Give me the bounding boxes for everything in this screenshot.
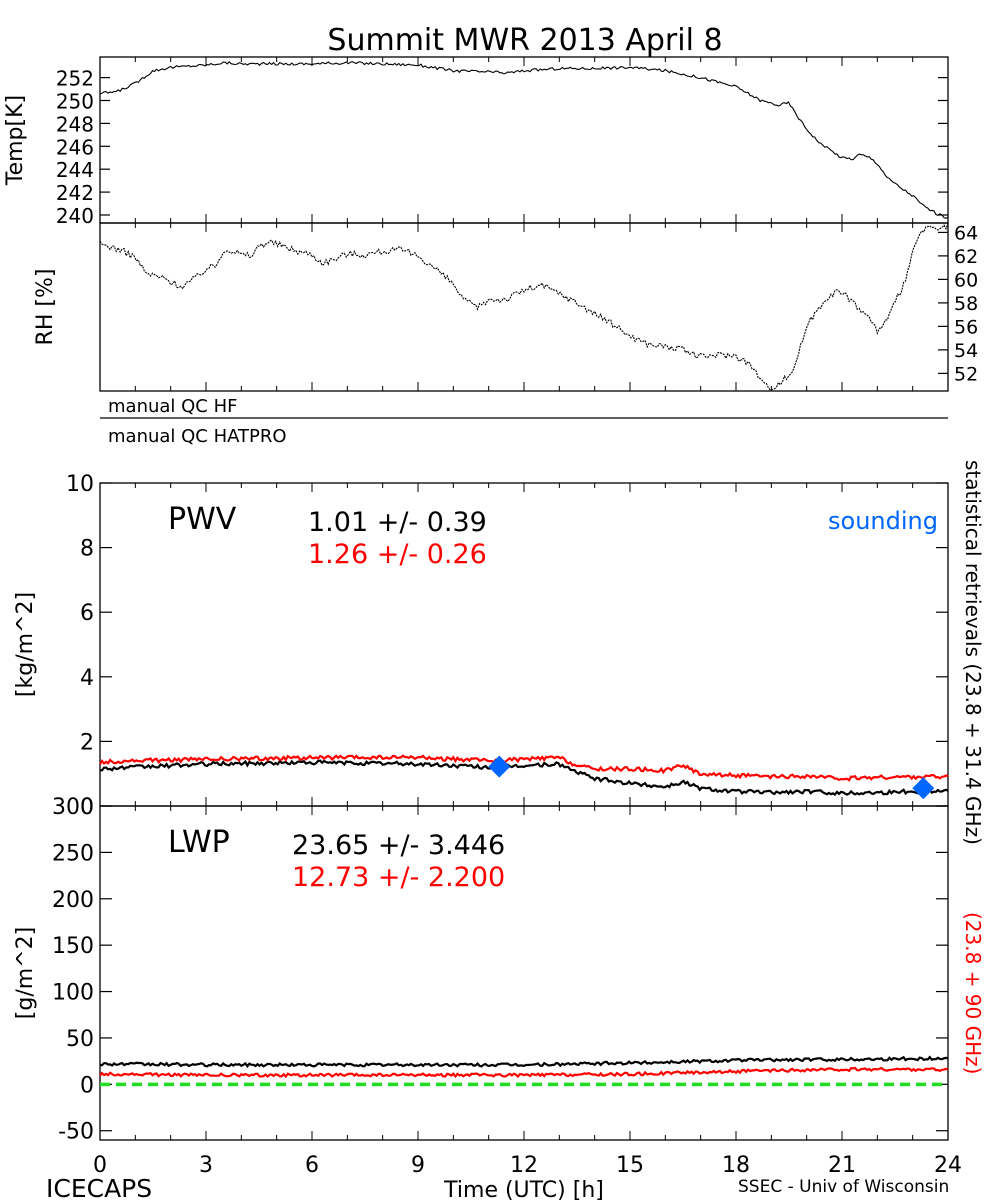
side-label-black: statistical retrievals (23.8 + 31.4 GHz) [961, 460, 985, 845]
pwv-ytick-label: 0 [80, 795, 94, 820]
temp-ytick-label: 242 [56, 181, 94, 205]
lwp-ytick-label: 300 [52, 795, 94, 820]
footer-left: ICECAPS [46, 1174, 152, 1200]
lwp-xtick-label: 3 [199, 1153, 213, 1178]
lwp-ytick-label: -50 [58, 1120, 94, 1145]
pwv-series-2 [99, 754, 949, 782]
pwv-sounding-marker [488, 755, 511, 778]
lwp-xtick-label: 9 [411, 1153, 425, 1178]
lwp-ytick-label: 200 [52, 888, 94, 913]
temp-ytick-label: 244 [56, 158, 94, 182]
rh-frame [99, 222, 949, 392]
rh-series-1 [99, 222, 949, 391]
temp-ytick-label: 252 [56, 67, 94, 91]
lwp-xtick-label: 21 [828, 1153, 856, 1178]
lwp-xtick-label: 6 [305, 1153, 319, 1178]
rh-ytick-label: 56 [954, 316, 978, 338]
lwp-series-2 [99, 1066, 949, 1079]
lwp-xtick-label: 0 [93, 1153, 107, 1178]
temp-ytick-label: 248 [56, 112, 94, 136]
pwv-ytick-label: 8 [80, 537, 94, 562]
lwp-xtick-label: 18 [722, 1153, 750, 1178]
lwp-ytick-label: 50 [66, 1027, 94, 1052]
chart-title: Summit MWR 2013 April 8 [327, 23, 722, 58]
lwp-ytick-label: 150 [52, 934, 94, 959]
pwv-stat-2: 1.26 +/- 0.26 [308, 539, 487, 570]
pwv-series-1 [99, 759, 949, 797]
rh-ytick-label: 62 [954, 246, 978, 268]
temp-ylabel: Temp[K] [3, 95, 28, 186]
rh-ytick-label: 58 [954, 293, 978, 315]
pwv-ytick-label: 10 [66, 472, 94, 497]
rh-ytick-label: 54 [954, 340, 978, 362]
lwp-xtick-label: 12 [510, 1153, 538, 1178]
pwv-stat-1: 1.01 +/- 0.39 [308, 507, 487, 538]
temp-ytick-label: 240 [56, 204, 94, 228]
pwv-ylabel: [kg/m^2] [13, 592, 38, 697]
lwp-stat-2: 12.73 +/- 2.200 [292, 862, 505, 893]
lwp-xtick-label: 24 [934, 1153, 962, 1178]
rh-ylabel: RH [%] [33, 269, 58, 346]
temp-frame [99, 56, 949, 224]
lwp-xtick-label: 15 [616, 1153, 644, 1178]
pwv-legend: sounding [828, 507, 938, 535]
footer-right: SSEC - Univ of Wisconsin [738, 1177, 949, 1197]
pwv-ytick-label: 4 [80, 666, 94, 691]
lwp-label: LWP [168, 825, 230, 860]
lwp-ytick-label: 100 [52, 981, 94, 1006]
pwv-ytick-label: 2 [80, 730, 94, 755]
side-label-red: (23.8 + 90 GHz) [961, 912, 985, 1074]
qc-hf-label: manual QC HF [108, 396, 237, 417]
pwv-ytick-label: 6 [80, 601, 94, 626]
lwp-stat-1: 23.65 +/- 3.446 [292, 830, 505, 861]
rh-ytick-label: 64 [954, 222, 978, 244]
lwp-ytick-label: 0 [80, 1073, 94, 1098]
temp-ytick-label: 250 [56, 90, 94, 114]
temp-series-1 [99, 61, 949, 219]
lwp-series-1 [99, 1055, 949, 1069]
lwp-ylabel: [g/m^2] [13, 927, 38, 1019]
lwp-ytick-label: 250 [52, 841, 94, 866]
lwp-xlabel: Time (UTC) [h] [443, 1178, 604, 1200]
rh-ytick-label: 52 [954, 363, 978, 385]
rh-ytick-label: 60 [954, 269, 978, 291]
pwv-label: PWV [168, 502, 237, 537]
qc-hatpro-label: manual QC HATPRO [108, 426, 287, 447]
temp-ytick-label: 246 [56, 135, 94, 159]
pwv-panel: 0 2 4 6 8 10 [kg/m^2] PWV 1.01 +/- 0.391.26 +/- … [13, 472, 949, 820]
pwv-sounding-marker [912, 777, 935, 800]
